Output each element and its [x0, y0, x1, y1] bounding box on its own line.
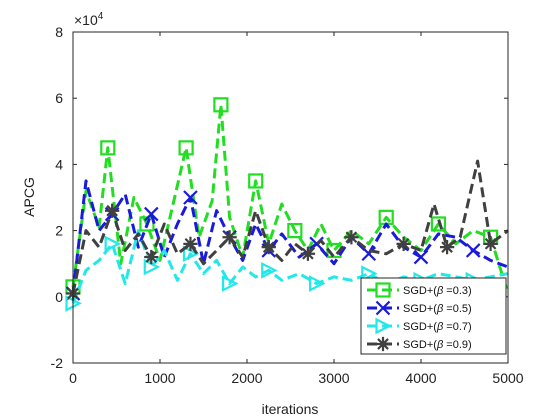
series-2-point-12	[222, 275, 239, 292]
x-tick-label-2: 2000	[231, 370, 262, 386]
legend-label-prefix-1: SGD+(	[403, 303, 437, 315]
y-tick-label-4: 6	[55, 90, 63, 106]
legend-label-3: SGD+(β =0.9)	[403, 339, 472, 351]
series-2-point-21	[361, 265, 378, 282]
legend-marker-2	[375, 317, 392, 335]
series-3-point-18-core	[304, 250, 311, 257]
series-3-point-15-core	[265, 244, 272, 251]
series-3-point-6-core	[148, 254, 155, 261]
x-tick-label-3: 3000	[318, 370, 349, 386]
legend-label-1: SGD+(β =0.5)	[403, 303, 472, 315]
legend-label-0: SGD+(β =0.3)	[403, 285, 472, 297]
legend-marker-3-core	[380, 341, 386, 347]
plot-frame	[72, 31, 509, 364]
x-axis-title: iterations	[262, 401, 319, 417]
legend-label-suffix-3: =0.9)	[443, 339, 471, 351]
series-3-point-24-core	[400, 240, 407, 247]
legend-label-prefix-2: SGD+(	[403, 321, 437, 333]
x-tick-label-5: 5000	[492, 370, 523, 386]
series-1-point-6	[144, 206, 159, 222]
legend-label-suffix-1: =0.5)	[443, 303, 471, 315]
x-tick-label-1: 1000	[144, 370, 175, 386]
series-1-point-24	[413, 249, 429, 265]
series-3-point-12-core	[226, 234, 233, 241]
series-line-3	[71, 159, 509, 294]
y-tick-label-2: 2	[55, 223, 63, 239]
y-exponent-power: 4	[98, 11, 104, 22]
y-tick-label-5: 8	[55, 24, 63, 40]
y-axis-title: APCG	[21, 177, 37, 217]
series-0-point-15	[248, 173, 264, 189]
series-1-point-9	[183, 190, 198, 205]
legend-label-symbol-3: β	[436, 339, 444, 351]
series-0-point-3	[100, 140, 116, 156]
legend-label-prefix-0: SGD+(	[403, 285, 437, 297]
series-layer	[65, 97, 510, 312]
series-1-point-21	[361, 246, 377, 262]
legend-label-2: SGD+(β =0.7)	[403, 321, 472, 333]
legend-label-suffix-0: =0.3)	[443, 285, 471, 297]
series-0-point-12	[213, 97, 229, 113]
legend-label-suffix-2: =0.7)	[443, 321, 471, 333]
series-3-point-9-core	[187, 240, 194, 247]
legend-label-symbol-2: β	[436, 321, 444, 333]
y-exponent-label: ×104	[74, 11, 104, 28]
legend-label-symbol-0: β	[436, 285, 444, 297]
series-0-point-27	[430, 216, 446, 232]
legend-label-symbol-1: β	[436, 303, 444, 315]
series-0-point-9	[178, 140, 194, 156]
series-2-point-18	[309, 275, 326, 292]
x-tick-label-0: 0	[69, 370, 77, 386]
legend-entries: SGD+(β =0.3)SGD+(β =0.5)SGD+(β =0.7)SGD+…	[367, 282, 472, 352]
y-tick-label-3: 4	[55, 156, 63, 172]
legend-label-prefix-3: SGD+(	[403, 339, 437, 351]
series-3-point-27-core	[444, 244, 451, 251]
series-2-point-3	[104, 235, 122, 253]
x-tick-label-4: 4000	[405, 370, 436, 386]
y-tick-label-1: 0	[55, 289, 63, 305]
legend-marker-0	[375, 282, 391, 298]
series-2-point-15	[261, 262, 278, 279]
series-3-point-3-core	[109, 207, 116, 214]
legend-marker-1	[375, 300, 391, 316]
series-3-point-30-core	[487, 240, 494, 247]
legend: SGD+(β =0.3)SGD+(β =0.5)SGD+(β =0.7)SGD+…	[360, 277, 507, 355]
series-3-point-21-core	[348, 234, 355, 241]
y-tick-label-0: -2	[51, 355, 64, 371]
ticks-layer: 0 1000 2000 3000 4000 5000 -2 0 2 4 6 8	[51, 24, 524, 386]
series-0-point-18	[287, 223, 303, 239]
series-1-point-27	[465, 243, 481, 258]
